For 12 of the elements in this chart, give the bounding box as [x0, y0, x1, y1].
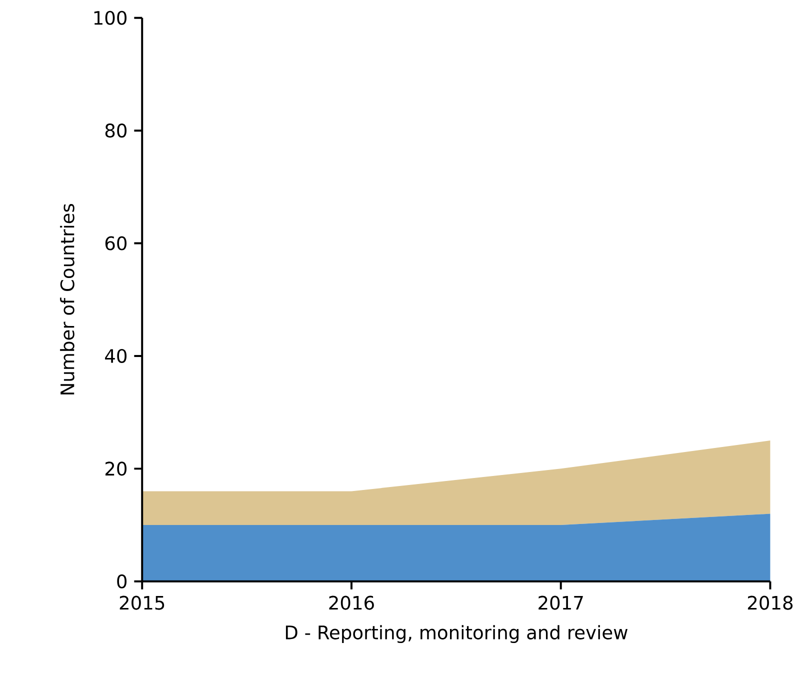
x-tick-label: 2018 — [748, 596, 793, 610]
y-tick-label: 80 — [105, 124, 127, 138]
y-tick-label: 100 — [94, 10, 126, 25]
y-tick-label: 60 — [105, 236, 127, 250]
y-tick-label: 20 — [105, 462, 127, 476]
x-tick-label: 2016 — [329, 596, 374, 610]
x-axis-title: D - Reporting, monitoring and review — [286, 625, 628, 644]
x-tick-label: 2017 — [538, 596, 583, 610]
y-tick-label: 40 — [105, 349, 127, 364]
y-axis-title: Number of Countries — [60, 204, 74, 394]
y-tick-label: 0 — [117, 574, 127, 589]
x-tick-label: 2015 — [120, 596, 164, 610]
